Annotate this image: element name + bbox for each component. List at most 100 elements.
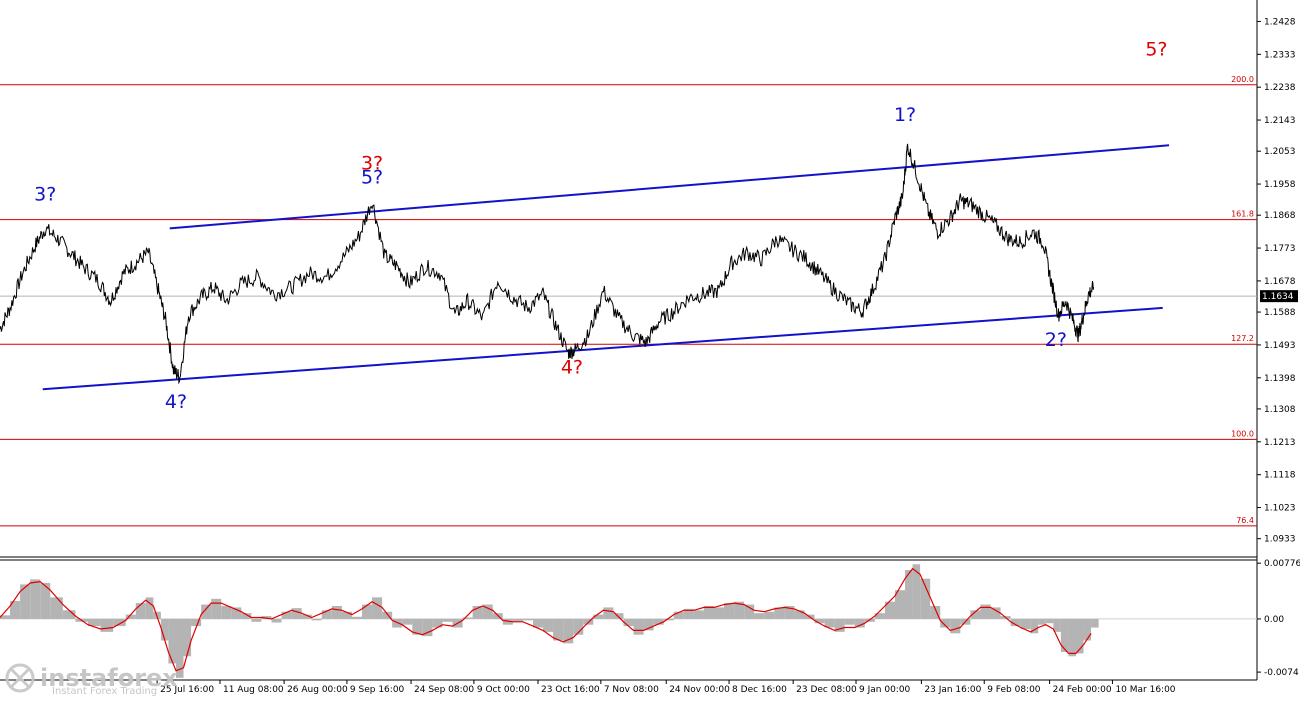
oscillator-histogram-bar [990,607,1001,619]
oscillator-histogram-bar [382,611,393,619]
wave-label: 4? [561,357,583,379]
oscillator-histogram-bar [713,607,725,619]
oscillator-histogram-bar [920,578,931,619]
time-tick-label: 26 Aug 00:00 [287,685,348,695]
fib-level-label: 127.2 [1231,334,1254,343]
price-tick-label: 1.1118 [1264,471,1296,481]
fib-level-label: 200.0 [1231,75,1254,84]
oscillator-histogram-bar [261,616,272,619]
oscillator-histogram-bar [402,618,413,625]
oscillator-histogram-bar [854,618,865,628]
price-tick-label: 1.2143 [1264,116,1296,126]
oscillator-histogram-bar [30,579,41,619]
oscillator-histogram-bar [502,618,513,625]
wave-label: 5? [361,166,383,188]
oscillator-histogram-bar [211,598,222,619]
oscillator-histogram-bar [543,618,554,632]
wave-label: 1? [894,104,916,126]
oscillator-histogram-bar [412,618,423,635]
price-series-line [0,143,1095,385]
oscillator-histogram-bar [1060,618,1069,652]
oscillator-histogram-bar [472,605,483,619]
wave-label: 3? [34,184,56,206]
oscillator-histogram-bar [940,618,951,628]
oscillator-histogram-bar [1083,618,1092,641]
oscillator-histogram-bar [522,618,533,621]
oscillator-histogram-bar [794,610,805,619]
watermark-brand: instaforex [40,664,178,692]
oscillator-histogram-bar [351,616,363,619]
oscillator-histogram-bar [311,618,322,621]
oscillator-histogram-bar [824,618,835,628]
oscillator-histogram-bar [0,615,11,619]
oscillator-histogram-bar [442,618,453,622]
oscillator-histogram-bar [1053,618,1061,632]
time-tick-label: 9 Jan 00:00 [859,685,911,695]
time-tick-label: 24 Sep 08:00 [414,685,474,695]
oscillator-histogram-bar [221,605,232,619]
oscillator-histogram-bar [703,605,714,619]
wave-label: 3? [361,153,383,175]
oscillator-histogram-bar [563,618,574,644]
oscillator-histogram-bar [734,601,745,619]
oscillator-histogram-bar [1075,618,1084,654]
time-tick-label: 11 Aug 08:00 [223,685,284,695]
oscillator-histogram-bar [462,617,473,619]
oscillator-histogram-bar [673,611,684,619]
time-tick-label: 9 Feb 08:00 [987,685,1041,695]
oscillator-histogram-bar [362,604,373,619]
oscillator-histogram-bar [10,600,21,619]
instaforex-logo-icon [5,663,35,693]
price-tick-label: 1.2333 [1264,50,1296,60]
oscillator-histogram-bar [125,614,136,619]
oscillator-histogram-bar [20,584,31,619]
fib-level-label: 76.4 [1236,516,1254,525]
oscillator-histogram-bar [834,618,845,632]
oscillator-histogram-bar [623,618,634,627]
oscillator-histogram-bar [168,618,176,664]
oscillator-histogram-bar [392,618,403,628]
oscillator-histogram-bar [512,618,523,622]
oscillator-histogram-bar [593,614,604,619]
oscillator-histogram-bar [201,604,212,619]
fib-level-label: 161.8 [1231,210,1254,219]
oscillator-histogram-bar [643,618,654,631]
oscillator-histogram-bar [160,618,169,641]
oscillator-histogram-bar [744,604,755,619]
oscillator-histogram-bar [864,618,875,622]
oscillator-histogram-bar [432,618,443,628]
oscillator-histogram-bar [774,607,785,619]
price-tick-label: 1.1678 [1264,277,1296,287]
oscillator-tick-label: -0.0074 [1264,668,1299,678]
oscillator-histogram-bar [884,601,895,619]
oscillator-histogram-bar [50,597,63,619]
oscillator-histogram-bar [231,607,242,619]
price-tick-label: 1.1493 [1264,341,1296,351]
oscillator-signal-line [0,567,1092,672]
axes-layer: 1.2428 1.2333 1.2238 1.2143 1.2053 1.1958 1.18… [156,17,1300,695]
oscillator-histogram-bar [301,614,312,619]
time-tick-label: 8 Dec 16:00 [732,685,787,695]
price-tick-label: 1.1588 [1264,308,1296,318]
price-tick-label: 1.1868 [1264,211,1296,221]
oscillator-histogram-bar [1038,618,1046,625]
oscillator-histogram-bar [183,618,192,657]
wave-label: 4? [165,391,187,413]
time-tick-label: 23 Jan 16:00 [924,685,981,695]
oscillator-histogram-bar [573,618,584,635]
wave-label: 5? [1145,38,1167,60]
oscillator-histogram-bar [894,590,906,619]
oscillator-histogram-bar [764,611,775,619]
oscillator-histogram-bar [912,564,921,619]
oscillator-histogram-bar [40,582,51,619]
oscillator-histogram-bar [1068,618,1076,657]
time-tick-label: 23 Dec 08:00 [796,685,857,695]
price-tick-label: 1.1398 [1264,374,1296,384]
oscillator-tick-label: 0.00 [1264,615,1284,625]
oscillator-histogram-bar [135,603,146,619]
price-tick-label: 1.2238 [1264,83,1296,93]
oscillator-histogram-bar [100,618,114,632]
